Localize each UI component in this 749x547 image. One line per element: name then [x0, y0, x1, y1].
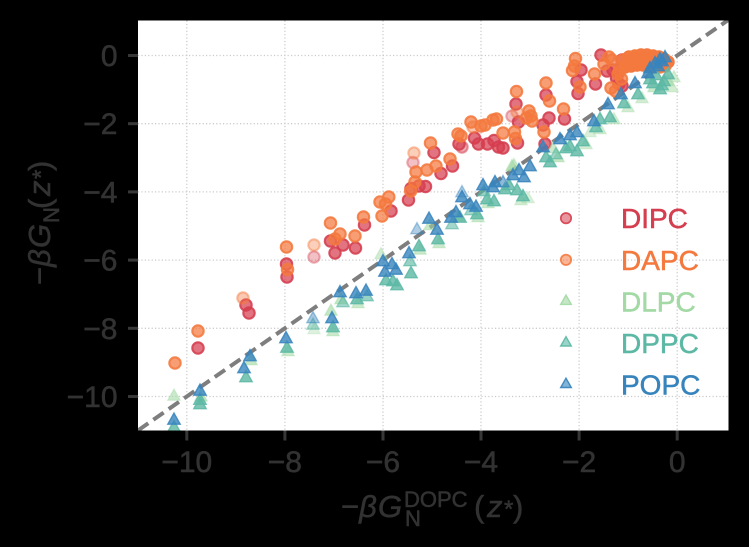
svg-text:DLPC: DLPC: [621, 286, 696, 317]
svg-text:−8: −8: [268, 446, 302, 479]
svg-text:−10: −10: [67, 381, 118, 414]
svg-text:−β: −β: [341, 489, 377, 524]
svg-text:DAPC: DAPC: [621, 245, 699, 276]
svg-text:*: *: [28, 170, 55, 179]
svg-text:N: N: [405, 506, 421, 531]
svg-text:*: *: [504, 496, 513, 523]
svg-text:G: G: [378, 489, 402, 524]
svg-text:z: z: [22, 180, 57, 197]
svg-text:−2: −2: [83, 108, 117, 141]
svg-text:0: 0: [669, 446, 686, 479]
svg-text:0: 0: [101, 40, 118, 73]
svg-text:POPC: POPC: [621, 369, 700, 400]
svg-text:−4: −4: [464, 446, 498, 479]
svg-text:): ): [513, 489, 523, 524]
svg-text:−6: −6: [366, 446, 400, 479]
svg-text:−8: −8: [83, 313, 117, 346]
svg-text:DPPC: DPPC: [621, 328, 699, 359]
svg-text:DOPC: DOPC: [404, 487, 468, 512]
svg-text:−10: −10: [161, 446, 212, 479]
svg-text:N: N: [39, 207, 64, 223]
svg-text:−2: −2: [562, 446, 596, 479]
svg-text:−β: −β: [22, 249, 57, 285]
svg-text:DIPC: DIPC: [621, 203, 688, 234]
svg-text:−6: −6: [83, 245, 117, 278]
svg-text:(: (: [474, 489, 485, 524]
svg-text:(: (: [22, 198, 57, 209]
svg-text:G: G: [22, 224, 57, 248]
svg-text:−4: −4: [83, 176, 117, 209]
svg-text:): ): [22, 161, 57, 171]
svg-text:z: z: [486, 489, 503, 524]
